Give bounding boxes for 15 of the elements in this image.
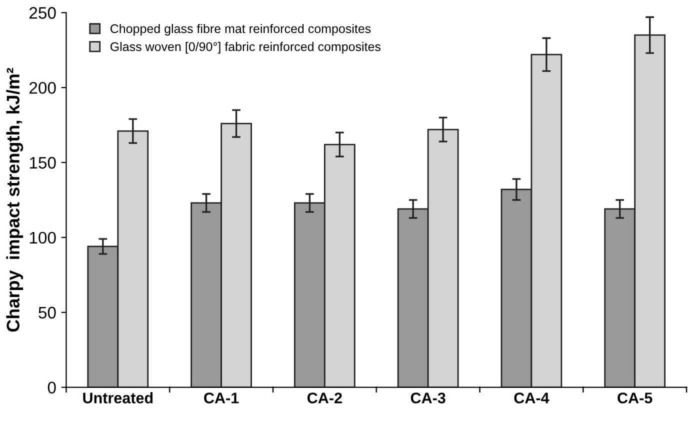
legend-label: Chopped glass fibre mat reinforced composites (110, 24, 371, 36)
x-tick-label: CA-3 (410, 392, 446, 404)
legend-label: Glass woven [0/90°] fabric reinforced composites (110, 42, 381, 54)
x-tick-label: CA-1 (204, 392, 239, 404)
y-axis-title: Charpy impact strength, kJ/m² (6, 68, 24, 332)
y-tick-label: 100 (30, 232, 56, 244)
x-tick-label: Untreated (83, 392, 153, 404)
x-tick-label: CA-5 (618, 392, 652, 404)
x-tick-label: CA-2 (307, 392, 342, 404)
y-tick-label: 150 (30, 156, 56, 169)
x-tick-label: CA-4 (514, 392, 550, 404)
y-tick-label: 250 (30, 7, 56, 19)
y-tick-label: 50 (38, 306, 56, 319)
y-tick-label: 200 (30, 82, 56, 94)
y-tick-label: 0 (48, 382, 56, 394)
